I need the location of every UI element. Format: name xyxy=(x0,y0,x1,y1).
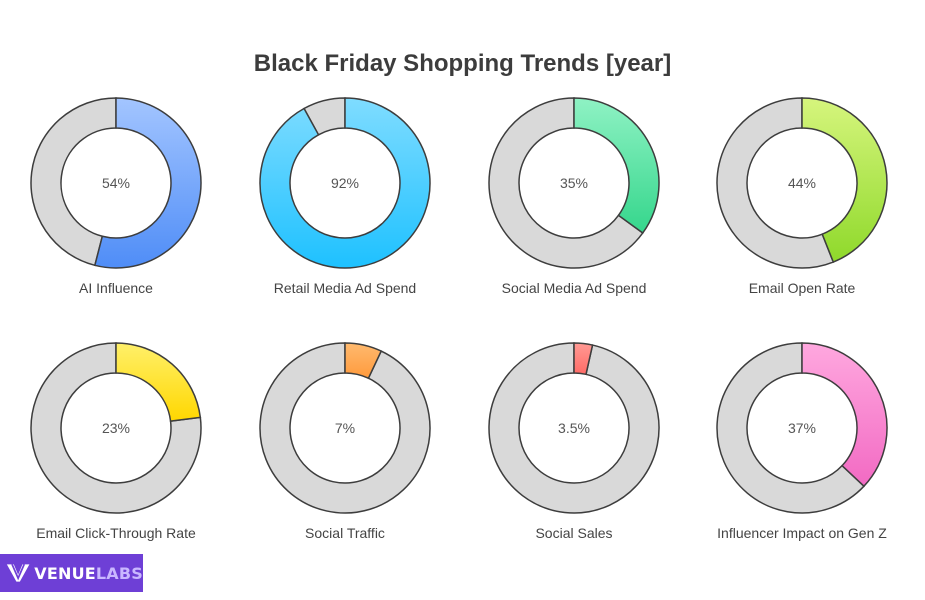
donut-value-label: 23% xyxy=(102,420,130,436)
donut-remainder-segment xyxy=(259,342,431,514)
donut-value-label: 92% xyxy=(331,175,359,191)
donut-remainder-segment xyxy=(30,342,202,514)
donut-category-label: Social Media Ad Spend xyxy=(502,280,647,296)
donut-value-segment xyxy=(573,97,660,235)
venuelabs-logo: VENUELABS xyxy=(0,554,143,592)
donut-4: 44% Email Open Rate xyxy=(716,97,888,296)
donut-category-label: Email Click-Through Rate xyxy=(36,525,196,541)
donut-3: 35% Social Media Ad Spend xyxy=(488,97,660,296)
donut-8: 37% Influencer Impact on Gen Z xyxy=(716,342,888,541)
donut-value-label: 44% xyxy=(788,175,816,191)
donut-remainder-segment xyxy=(716,97,835,269)
donut-value-label: 7% xyxy=(335,420,355,436)
donut-remainder-segment xyxy=(30,97,117,267)
donut-value-segment xyxy=(801,342,888,488)
donut-2: 92% Retail Media Ad Spend xyxy=(259,97,431,296)
donut-category-label: AI Influence xyxy=(79,280,153,296)
donut-category-label: Email Open Rate xyxy=(749,280,856,296)
donut-category-label: Social Traffic xyxy=(305,525,385,541)
logo-text: VENUELABS xyxy=(34,564,143,583)
donut-remainder-segment xyxy=(488,97,644,269)
donut-value-segment xyxy=(573,342,594,376)
donut-remainder-segment xyxy=(716,342,866,514)
donut-5: 23% Email Click-Through Rate xyxy=(30,342,202,541)
donut-value-segment xyxy=(344,342,383,380)
donut-remainder-segment xyxy=(488,342,660,514)
donut-category-label: Retail Media Ad Spend xyxy=(274,280,416,296)
donut-6: 7% Social Traffic xyxy=(259,342,431,541)
donut-value-label: 54% xyxy=(102,175,130,191)
venuelabs-v-icon xyxy=(6,563,30,582)
donut-7: 3.5% Social Sales xyxy=(488,342,660,541)
donut-value-label: 37% xyxy=(788,420,816,436)
donut-category-label: Social Sales xyxy=(535,525,612,541)
logo-text-part2: LABS xyxy=(95,563,143,583)
donut-value-segment xyxy=(259,97,431,269)
donut-value-segment xyxy=(115,342,202,422)
chart-title: Black Friday Shopping Trends [year] xyxy=(253,50,672,77)
donut-category-label: Influencer Impact on Gen Z xyxy=(717,525,887,541)
donut-value-segment xyxy=(801,97,888,264)
donut-value-segment xyxy=(93,97,202,269)
donut-1: 54% AI Influence xyxy=(30,97,202,296)
donut-value-label: 3.5% xyxy=(558,420,590,436)
donut-value-label: 35% xyxy=(560,175,588,191)
logo-text-part1: VENUE xyxy=(34,563,96,583)
